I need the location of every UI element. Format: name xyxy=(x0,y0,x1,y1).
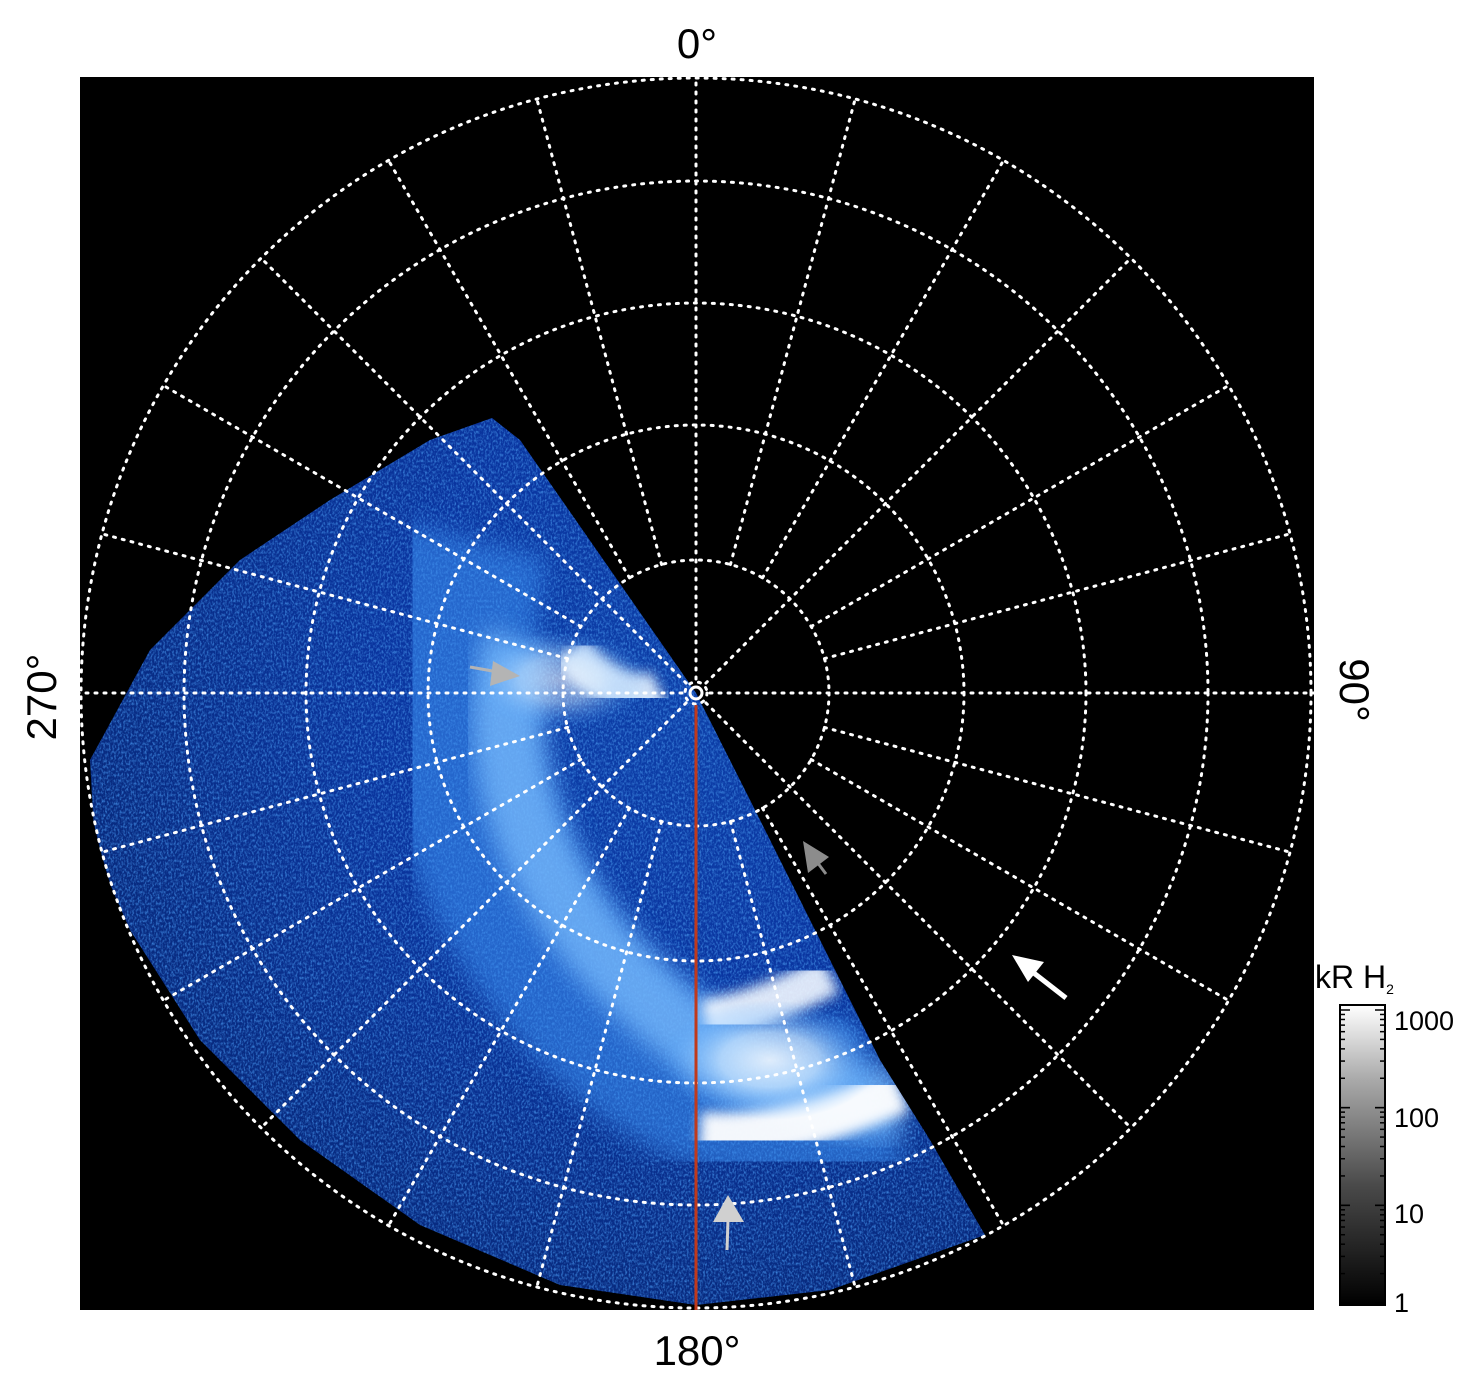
meridian-line xyxy=(704,256,1133,685)
meridian-line xyxy=(387,158,631,580)
light-gray-arrow xyxy=(469,661,520,686)
colorbar-title-subscript: 2 xyxy=(1386,981,1394,997)
meridian-line xyxy=(761,806,1005,1228)
meridian-line xyxy=(100,532,570,661)
meridian-line xyxy=(100,725,570,854)
meridian-line xyxy=(761,158,1005,580)
label-0-deg: 0° xyxy=(677,20,717,67)
pole-marker xyxy=(688,685,704,701)
meridian-line xyxy=(535,819,664,1289)
meridian-line xyxy=(161,758,583,1002)
colorbar-title: kR H2 xyxy=(1315,959,1394,997)
meridian-line xyxy=(387,806,631,1228)
meridian-line xyxy=(822,725,1292,854)
meridian-line xyxy=(728,819,857,1289)
meridian-line xyxy=(728,97,857,567)
meridian-line xyxy=(161,384,583,628)
label-90-deg: 90° xyxy=(1331,658,1378,722)
colorbar-tick-marks xyxy=(1340,1009,1385,1304)
meridian-line xyxy=(259,701,688,1130)
meridian-line xyxy=(259,256,688,685)
colorbar-gradient xyxy=(1339,1004,1386,1306)
dark-gray-arrow xyxy=(803,841,829,875)
meridian-line xyxy=(809,384,1231,628)
meridian-line xyxy=(822,532,1292,661)
bottom-gray-arrow xyxy=(713,1195,744,1251)
colorbar-tick-100: 100 xyxy=(1394,1103,1439,1133)
meridian-line xyxy=(704,701,1133,1130)
colorbar: kR H2 1000 100 10 1 xyxy=(1315,959,1454,1318)
white-arrow xyxy=(1012,955,1068,1000)
meridian-line xyxy=(809,758,1231,1002)
colorbar-tick-1000: 1000 xyxy=(1394,1006,1454,1036)
colorbar-tick-10: 10 xyxy=(1394,1199,1424,1229)
colorbar-tick-1: 1 xyxy=(1394,1288,1409,1318)
label-180-deg: 180° xyxy=(654,1327,741,1374)
meridian-line xyxy=(535,97,664,567)
label-270-deg: 270° xyxy=(18,654,65,741)
